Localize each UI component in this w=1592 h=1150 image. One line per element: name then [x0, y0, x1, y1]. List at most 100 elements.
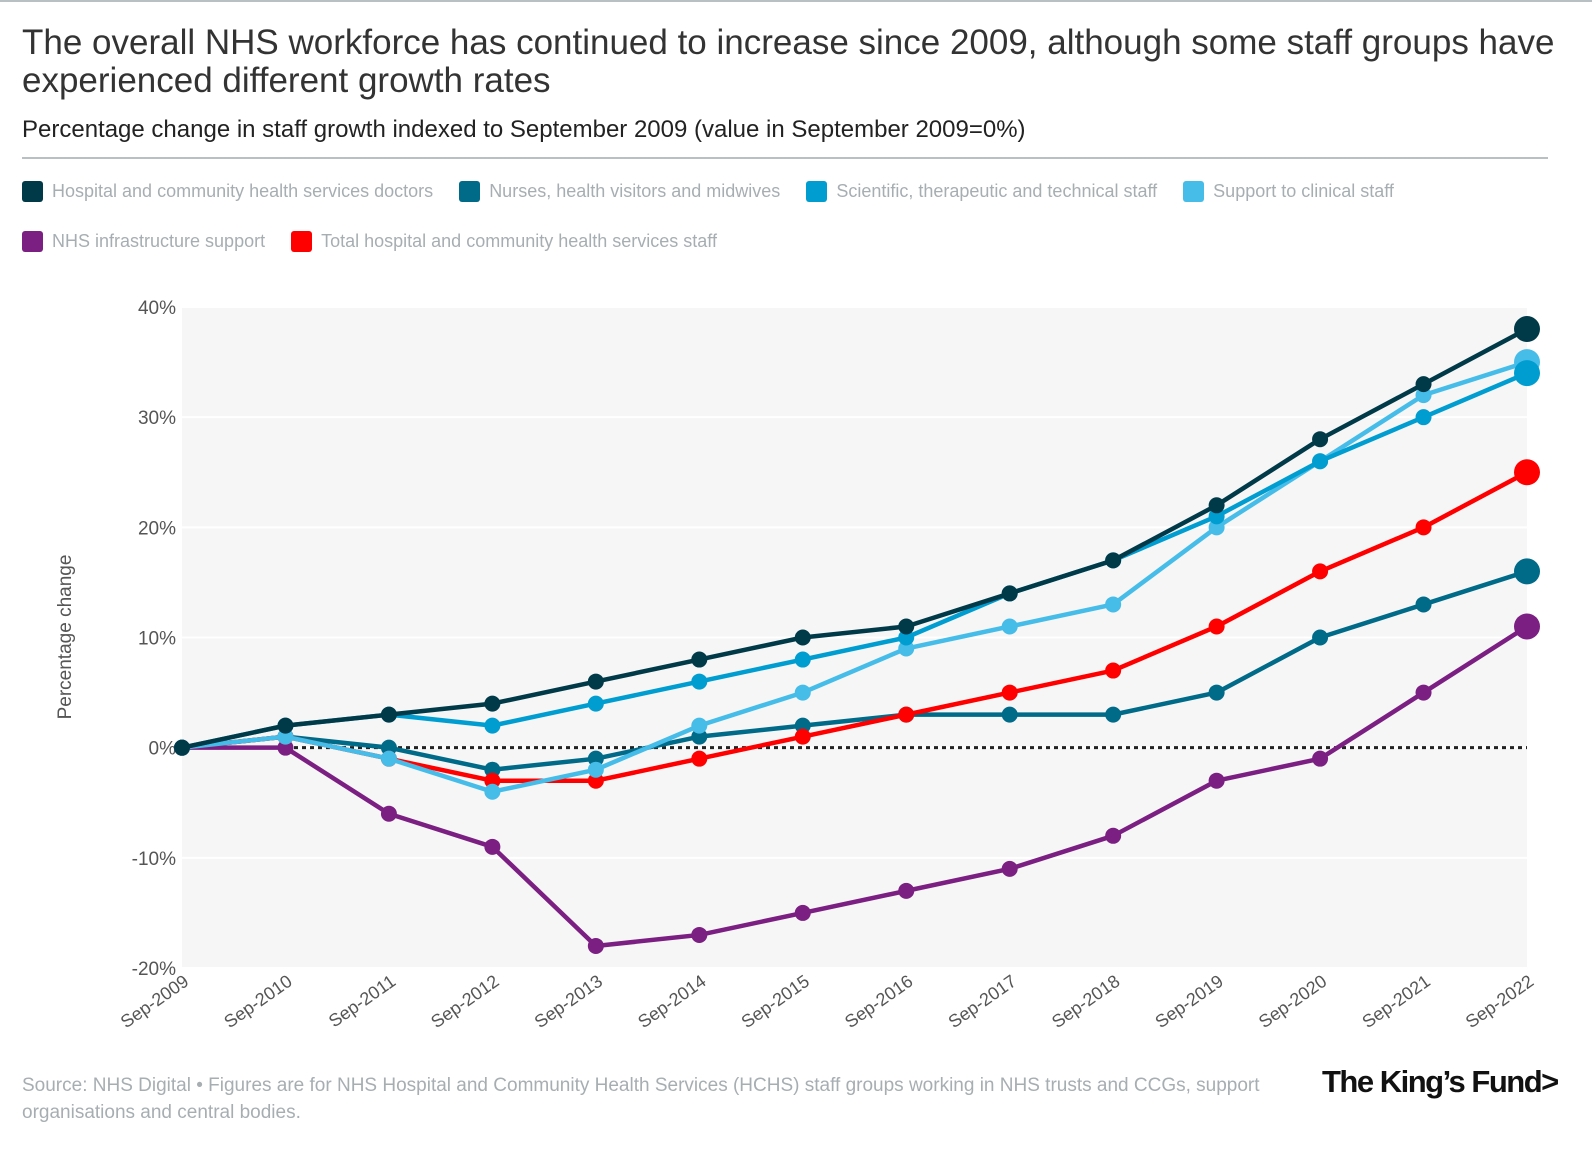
x-tick-label: Sep-2016	[841, 971, 916, 1032]
data-point	[277, 717, 294, 734]
data-point	[1208, 684, 1225, 701]
data-point	[1105, 552, 1122, 569]
data-point	[1415, 387, 1432, 404]
y-tick-label: -20%	[132, 959, 176, 980]
legend-label: NHS infrastructure support	[52, 230, 266, 251]
data-point	[691, 728, 708, 745]
x-tick-label: Sep-2014	[634, 971, 709, 1032]
data-point	[484, 761, 501, 778]
data-point	[898, 640, 915, 657]
data-point	[1415, 376, 1432, 393]
legend-item[interactable]: Total hospital and community health serv…	[291, 230, 717, 252]
data-point	[691, 750, 708, 767]
data-point	[691, 651, 708, 668]
data-point	[1208, 618, 1225, 635]
series-line	[181, 327, 1529, 750]
data-point	[484, 772, 501, 789]
legend-swatch	[291, 230, 313, 252]
data-point	[587, 937, 604, 954]
data-point	[1105, 596, 1122, 613]
x-tick-label: Sep-2015	[738, 971, 813, 1032]
data-point	[1001, 618, 1018, 635]
data-point	[1415, 519, 1432, 536]
data-point	[587, 761, 604, 778]
data-point	[794, 651, 811, 668]
y-tick-label: 20%	[138, 518, 176, 539]
y-axis-label: Percentage change	[55, 555, 76, 720]
data-point	[1415, 409, 1432, 426]
data-point	[174, 739, 190, 756]
data-point	[1208, 772, 1225, 789]
legend-swatch	[1183, 180, 1205, 202]
data-point	[1105, 706, 1122, 723]
data-point	[380, 805, 397, 822]
data-point	[380, 750, 397, 767]
data-point	[1208, 508, 1225, 525]
legend-label: Total hospital and community health serv…	[321, 230, 717, 251]
x-tick-label: Sep-2022	[1462, 971, 1537, 1032]
data-point	[484, 783, 501, 800]
data-point	[898, 618, 915, 635]
data-point	[898, 706, 915, 723]
data-point	[587, 695, 604, 712]
data-point	[691, 926, 708, 943]
legend-label: Support to clinical staff	[1213, 180, 1394, 201]
legend-item[interactable]: Scientific, therapeutic and technical st…	[806, 180, 1157, 202]
y-tick-label: 30%	[138, 408, 176, 429]
data-point	[484, 695, 501, 712]
data-point	[1208, 497, 1225, 514]
x-tick-label: Sep-2017	[945, 971, 1020, 1032]
x-tick-label: Sep-2019	[1151, 971, 1226, 1032]
x-tick-label: Sep-2010	[220, 971, 295, 1032]
data-point	[1514, 558, 1540, 585]
y-tick-label: 40%	[138, 298, 176, 319]
series-line	[181, 371, 1528, 750]
legend: Hospital and community health services d…	[22, 180, 1522, 252]
data-point	[1514, 316, 1540, 343]
data-point	[898, 629, 915, 646]
legend-swatch	[22, 180, 43, 202]
data-point	[1105, 827, 1122, 844]
data-point	[898, 882, 915, 899]
data-point	[1312, 629, 1329, 646]
legend-label: Hospital and community health services d…	[52, 180, 434, 201]
data-point	[1312, 563, 1329, 580]
source-note: Source: NHS Digital • Figures are for NH…	[22, 1075, 1260, 1123]
kings-fund-logo: The King’s Fund>	[1322, 1064, 1559, 1099]
chart-subtitle: Percentage change in staff growth indexe…	[22, 116, 1026, 143]
data-point	[1514, 360, 1540, 387]
x-tick-label: Sep-2012	[427, 971, 502, 1032]
legend-item[interactable]: Hospital and community health services d…	[22, 180, 433, 202]
legend-label: Nurses, health visitors and midwives	[489, 180, 781, 201]
data-point	[794, 717, 811, 734]
data-point	[1001, 706, 1018, 723]
data-point	[1208, 519, 1225, 536]
data-point	[587, 772, 604, 789]
data-point	[1415, 596, 1432, 613]
data-point	[1514, 459, 1540, 486]
data-point	[1312, 750, 1329, 767]
legend-swatch	[806, 180, 828, 202]
legend-item[interactable]: NHS infrastructure support	[22, 230, 265, 252]
legend-label: Scientific, therapeutic and technical st…	[836, 180, 1158, 201]
y-tick-label: 0%	[149, 739, 177, 760]
data-point	[587, 750, 604, 767]
data-point	[1312, 453, 1329, 470]
data-point	[794, 904, 811, 921]
data-point	[1312, 431, 1329, 448]
legend-item[interactable]: Support to clinical staff	[1183, 180, 1394, 202]
data-point	[1514, 613, 1540, 640]
series-line	[182, 624, 1529, 949]
x-tick-label: Sep-2011	[325, 971, 399, 1031]
data-point	[794, 629, 811, 646]
legend-item[interactable]: Nurses, health visitors and midwives	[459, 180, 780, 202]
divider	[22, 157, 1548, 159]
x-tick-label: Sep-2009	[117, 971, 192, 1032]
y-tick-label: 10%	[138, 629, 176, 650]
data-point	[484, 838, 501, 855]
x-tick-label: Sep-2018	[1048, 971, 1123, 1032]
chart-title: The overall NHS workforce has continued …	[22, 23, 1555, 100]
data-point	[691, 673, 708, 690]
